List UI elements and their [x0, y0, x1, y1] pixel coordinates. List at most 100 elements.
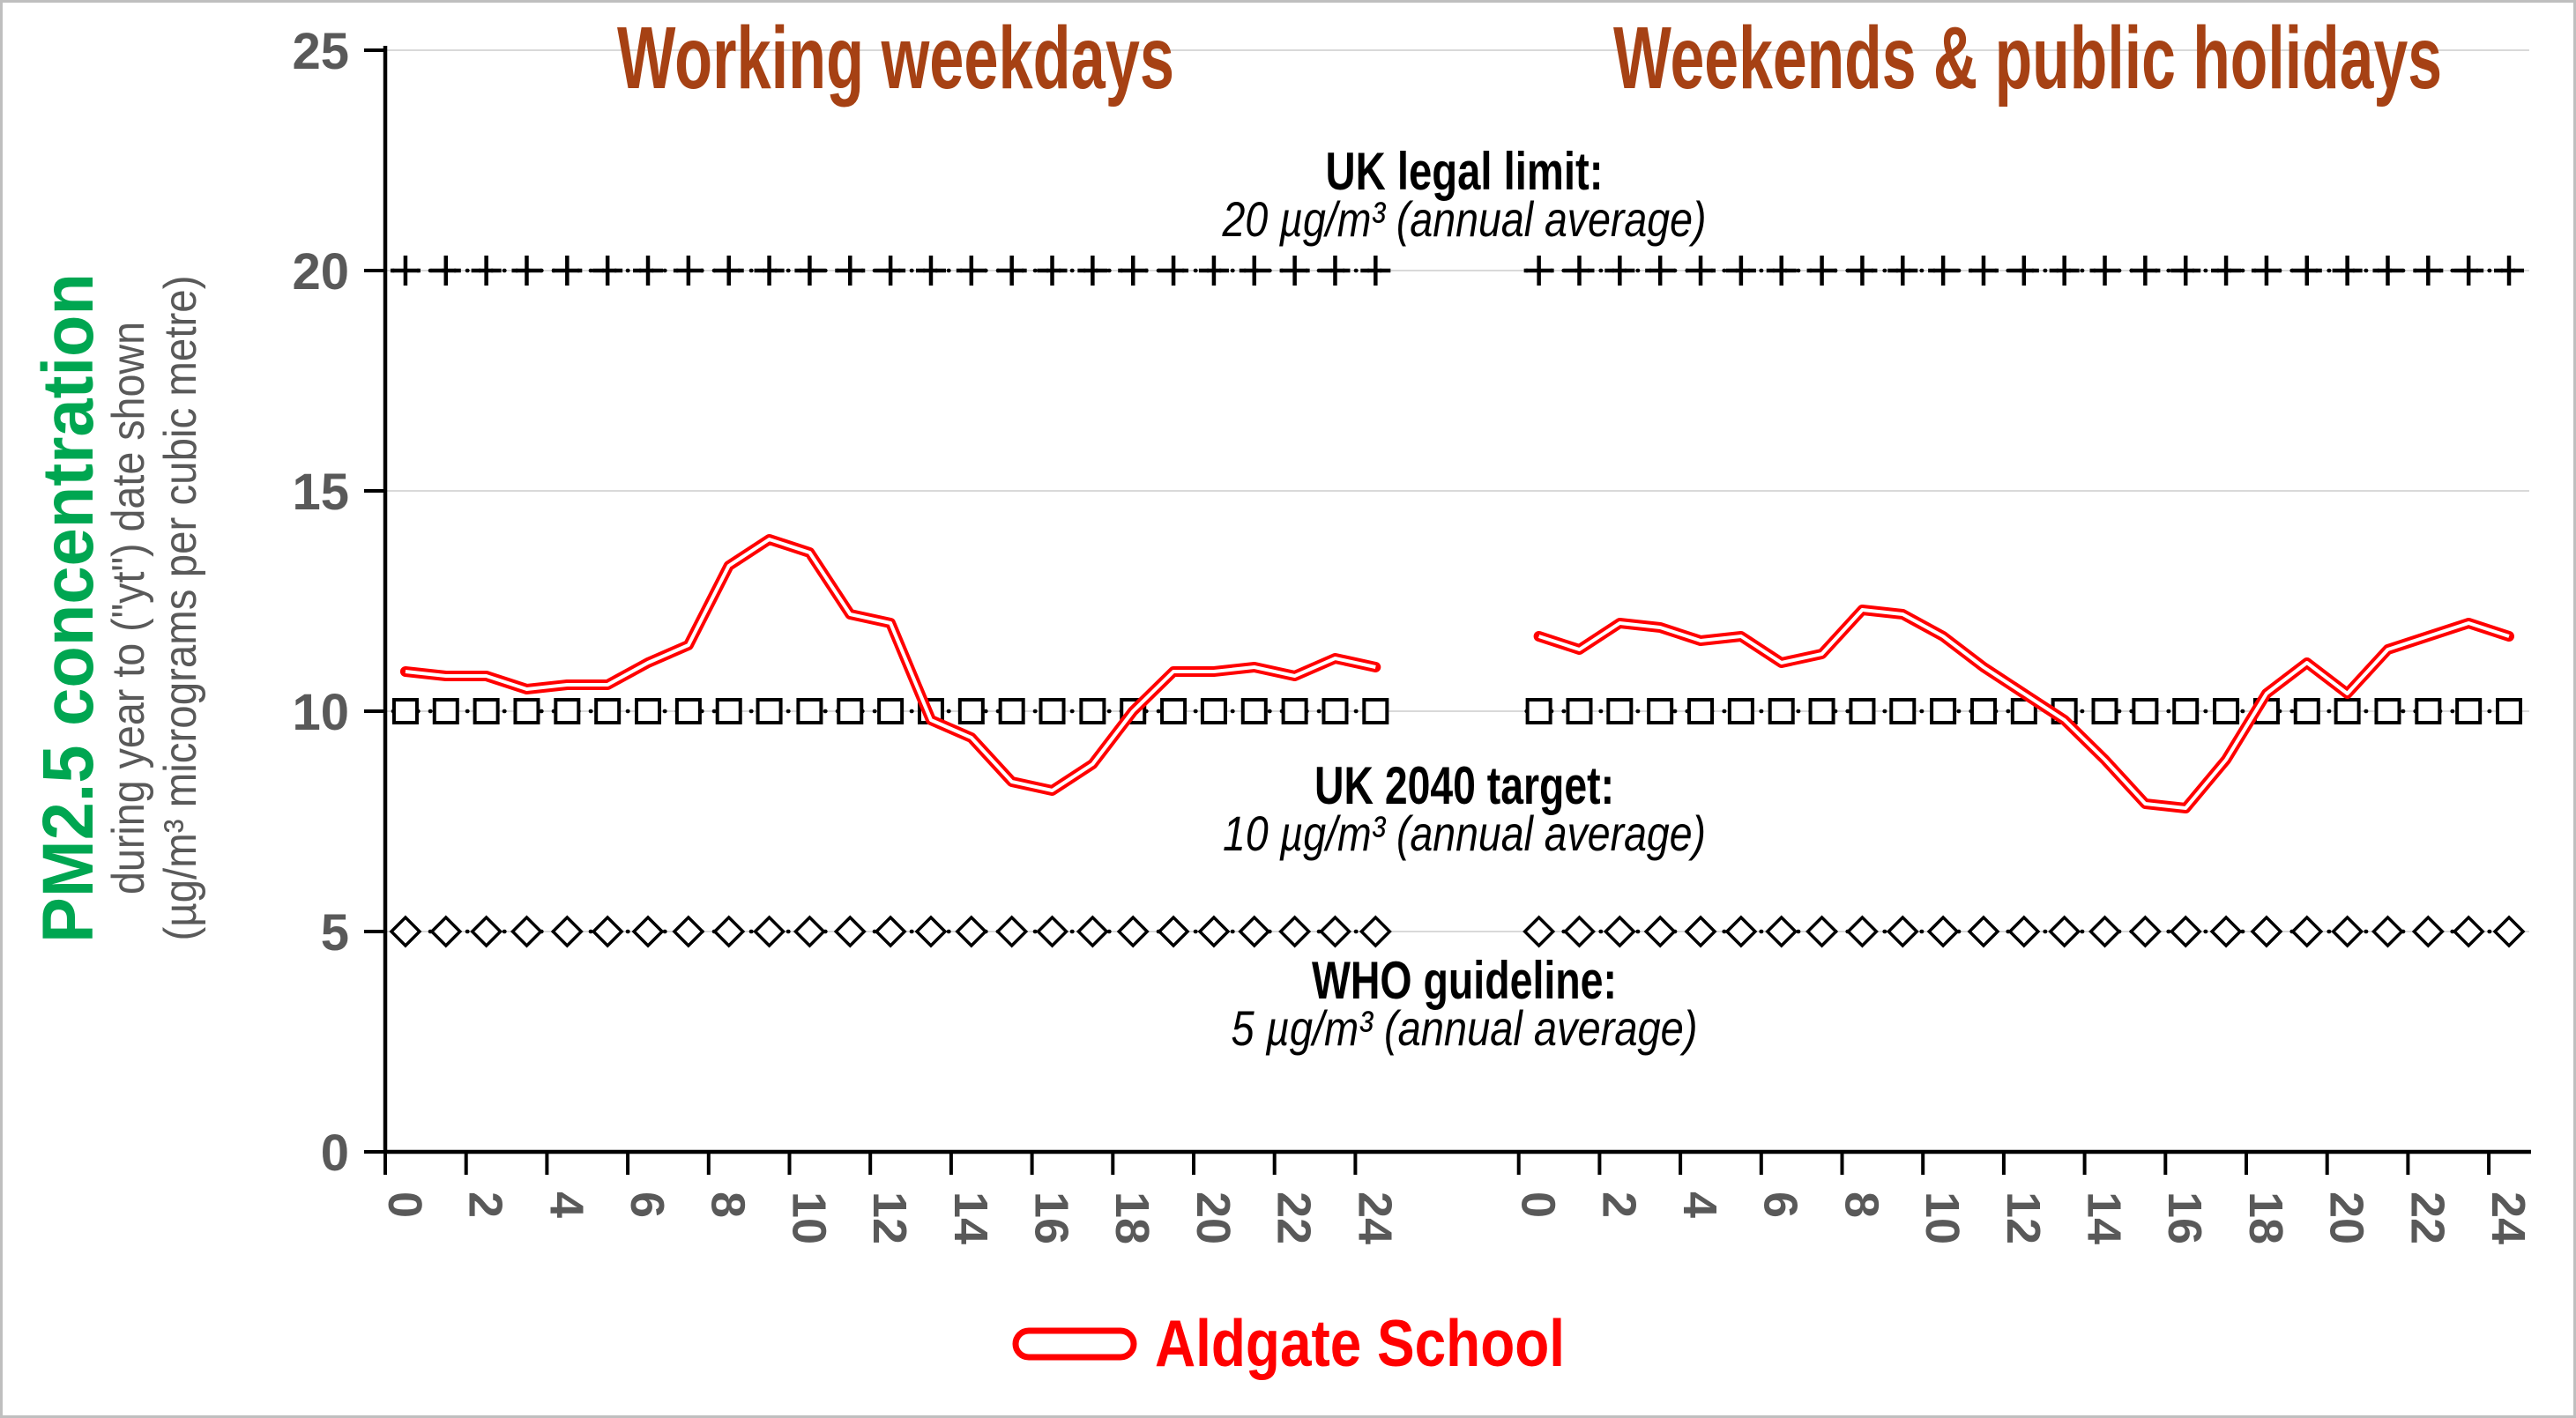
plus-marker-icon: [1360, 256, 1391, 286]
plus-marker-icon: [1564, 256, 1595, 286]
y-tick-label-20: 20: [292, 243, 349, 301]
diamond-marker-icon: [2492, 915, 2526, 948]
x-tick-label-6: 6: [1754, 1192, 1807, 1218]
square-marker-icon: [796, 698, 823, 724]
plus-marker-icon: [633, 256, 664, 286]
x-tick-label-24: 24: [2482, 1192, 2535, 1244]
plus-marker-icon: [2291, 256, 2322, 286]
plus-marker-icon: [2453, 256, 2484, 286]
square-marker-icon: [2334, 698, 2361, 724]
x-tick-label-12: 12: [863, 1192, 916, 1244]
plus-marker-icon: [1037, 256, 1068, 286]
x-tick-label-10: 10: [1916, 1192, 1969, 1244]
plus-marker-icon: [2089, 256, 2120, 286]
plus-marker-icon: [996, 256, 1027, 286]
square-marker-icon: [1889, 698, 1917, 724]
x-tick-label-12: 12: [1997, 1192, 2050, 1244]
diamond-marker-icon: [1724, 915, 1758, 948]
diamond-marker-icon: [833, 915, 867, 948]
square-marker-icon: [513, 698, 540, 724]
y-axis-title-sub2: (µg/m³ micrograms per cubic metre): [155, 276, 206, 941]
plus-marker-icon: [1968, 256, 1999, 286]
diamond-marker-icon: [510, 915, 543, 948]
plus-marker-icon: [2211, 256, 2242, 286]
plus-marker-icon: [794, 256, 825, 286]
square-marker-icon: [756, 698, 783, 724]
square-marker-icon: [635, 698, 662, 724]
diamond-marker-icon: [2411, 915, 2445, 948]
diamond-marker-icon: [793, 915, 826, 948]
x-tick-label-18: 18: [2239, 1192, 2292, 1244]
diamond-marker-icon: [955, 915, 988, 948]
diamond-marker-icon: [2007, 915, 2041, 948]
diamond-marker-icon: [1523, 915, 1556, 948]
reference-line-10: [1524, 698, 2524, 724]
diamond-marker-icon: [1318, 915, 1351, 948]
reference-line-5: [389, 915, 1392, 948]
plus-marker-icon: [1847, 256, 1878, 286]
square-marker-icon: [1727, 698, 1754, 724]
square-marker-icon: [554, 698, 581, 724]
x-tick-label-4: 4: [1673, 1192, 1726, 1218]
diamond-marker-icon: [1845, 915, 1879, 948]
diamond-marker-icon: [2250, 915, 2283, 948]
diamond-marker-icon: [429, 915, 463, 948]
annotation-who-guideline-value: 5 µg/m³ (annual average): [1232, 1000, 1698, 1056]
plus-marker-icon: [1806, 256, 1837, 286]
plus-marker-icon: [592, 256, 623, 286]
x-tick-label-22: 22: [2401, 1192, 2453, 1244]
square-marker-icon: [837, 698, 864, 724]
plus-marker-icon: [1523, 256, 1554, 286]
square-marker-icon: [1525, 698, 1552, 724]
x-tick-label-22: 22: [1268, 1192, 1321, 1244]
square-marker-icon: [1281, 698, 1308, 724]
diamond-marker-icon: [1036, 915, 1069, 948]
square-marker-icon: [998, 698, 1025, 724]
square-marker-icon: [1362, 698, 1389, 724]
square-marker-icon: [1240, 698, 1268, 724]
diamond-marker-icon: [1643, 915, 1677, 948]
plus-marker-icon: [1686, 256, 1716, 286]
square-marker-icon: [1768, 698, 1795, 724]
square-marker-icon: [1647, 698, 1674, 724]
square-marker-icon: [1566, 698, 1593, 724]
plus-marker-icon: [552, 256, 583, 286]
x-tick-label-14: 14: [944, 1192, 997, 1244]
x-tick-label-20: 20: [2320, 1192, 2373, 1244]
y-axis-title-main: PM2.5 concentration: [28, 273, 108, 943]
plus-marker-icon: [1320, 256, 1351, 286]
x-tick-label-20: 20: [1187, 1192, 1240, 1244]
annotation-uk-legal-limit-value: 20 µg/m³ (annual average): [1222, 191, 1707, 247]
square-marker-icon: [1606, 698, 1634, 724]
x-tick-label-14: 14: [2078, 1192, 2131, 1244]
x-tick-label-0: 0: [378, 1192, 431, 1218]
plus-marker-icon: [2170, 256, 2201, 286]
diamond-marker-icon: [1765, 915, 1798, 948]
panel-title-weekends: Weekends & public holidays: [1613, 9, 2442, 108]
plus-marker-icon: [1239, 256, 1269, 286]
square-marker-icon: [674, 698, 702, 724]
x-tick-label-18: 18: [1106, 1192, 1158, 1244]
y-tick-label-0: 0: [321, 1125, 349, 1182]
plus-marker-icon: [511, 256, 542, 286]
reference-line-20: [390, 256, 1391, 286]
y-tick-label-5: 5: [321, 904, 349, 961]
x-tick-label-6: 6: [621, 1192, 674, 1218]
diamond-marker-icon: [2331, 915, 2364, 948]
diamond-marker-icon: [2371, 915, 2404, 948]
plus-marker-icon: [875, 256, 906, 286]
annotation-who-guideline-title: WHO guideline:: [1312, 951, 1617, 1010]
diamond-marker-icon: [2048, 915, 2081, 948]
square-marker-icon: [1160, 698, 1187, 724]
square-marker-icon: [2374, 698, 2401, 724]
square-marker-icon: [1079, 698, 1106, 724]
plus-marker-icon: [1158, 256, 1189, 286]
diamond-marker-icon: [874, 915, 907, 948]
diamond-marker-icon: [2128, 915, 2162, 948]
plus-marker-icon: [2049, 256, 2080, 286]
square-marker-icon: [715, 698, 742, 724]
plus-marker-icon: [2494, 256, 2525, 286]
plus-marker-icon: [754, 256, 785, 286]
